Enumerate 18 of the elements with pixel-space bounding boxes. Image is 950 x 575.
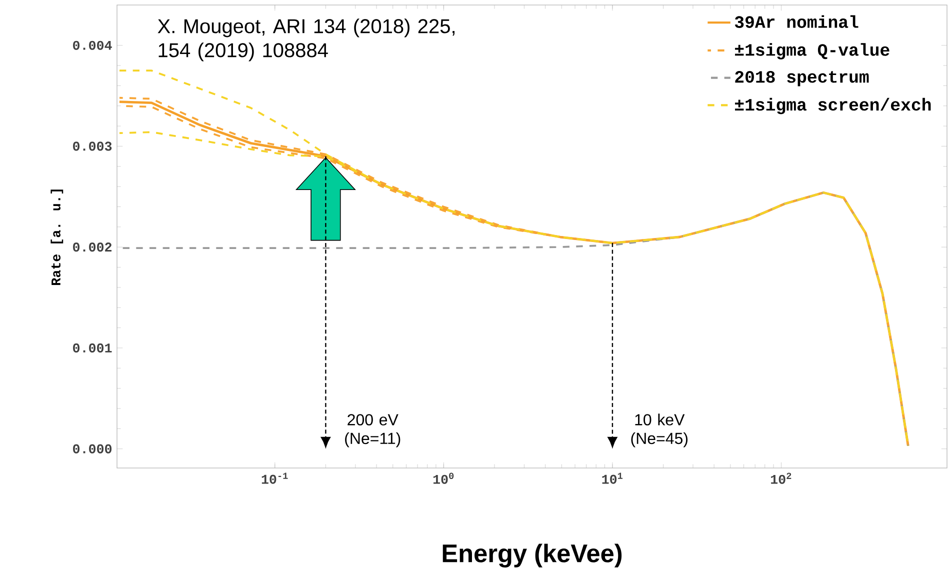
x-tick-label: 10$^{1}$	[602, 472, 623, 484]
ref-line-label: 10 keV (Ne=45)	[631, 414, 688, 448]
x-tick-label: 10$^{0}$	[433, 472, 454, 484]
y-tick-label: 0.004	[73, 40, 112, 50]
legend-label: ±1sigma Q-value	[735, 43, 890, 60]
y-tick-label: 0.002	[73, 242, 112, 252]
legend-label: ±1sigma screen/exch	[735, 98, 931, 114]
x-axis-title: Energy (keVee)	[442, 544, 622, 568]
y-tick-label: 0.003	[73, 142, 112, 151]
y-tick-label: 0.001	[73, 343, 112, 352]
legend-label: 39Ar nominal	[734, 15, 858, 28]
annotation: X. Mougeot, ARI 134 (2018) 225, 154 (2019) 108884	[158, 18, 454, 62]
y-axis-title: Rate [a. u.]	[50, 190, 64, 285]
x-tick-label: 10$^{2}$	[770, 472, 792, 484]
x-tick-label: 10$^{-1}$	[262, 472, 288, 484]
y-tick-label: 0.000	[73, 444, 112, 454]
ref-line-label: 200 eV (Ne=11)	[345, 414, 400, 448]
legend-label: 2018 spectrum	[735, 71, 869, 86]
